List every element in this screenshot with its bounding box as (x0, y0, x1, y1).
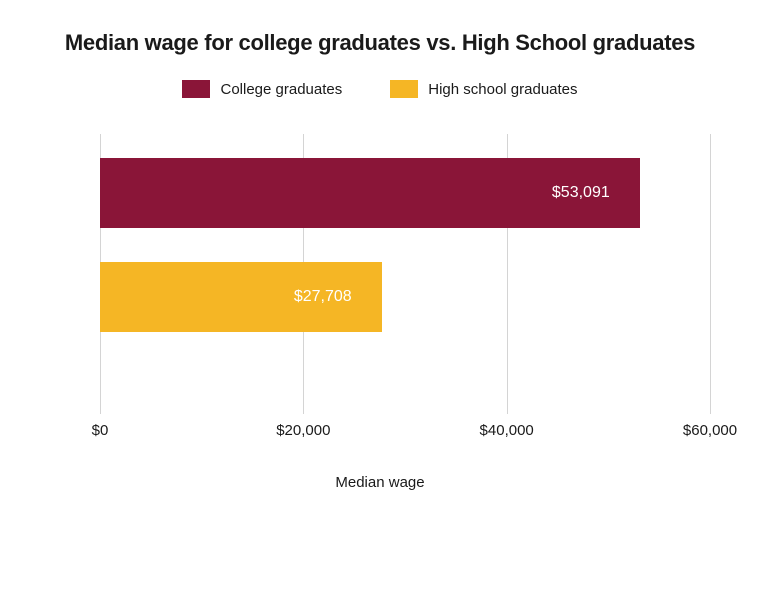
x-tick: $20,000 (276, 422, 330, 439)
bar-college-graduates: $53,091 (100, 158, 640, 228)
legend-label-college: College graduates (220, 81, 342, 98)
x-tick: $0 (92, 422, 109, 439)
x-tick: $60,000 (683, 422, 737, 439)
chart-container: Median wage for college graduates vs. Hi… (50, 30, 710, 491)
legend-swatch-highschool (390, 80, 418, 98)
x-axis-title: Median wage (50, 474, 710, 491)
chart-title: Median wage for college graduates vs. Hi… (50, 30, 710, 56)
legend-label-highschool: High school graduates (428, 81, 577, 98)
legend: College graduates High school graduates (50, 80, 710, 98)
legend-swatch-college (182, 80, 210, 98)
gridline (710, 134, 711, 414)
x-axis: $0$20,000$40,000$60,000 (100, 422, 710, 446)
plot-area: $53,091 $27,708 (100, 134, 710, 414)
bar-high-school-graduates: $27,708 (100, 262, 382, 332)
bar-value-label: $53,091 (552, 184, 610, 202)
x-tick: $40,000 (480, 422, 534, 439)
legend-item-highschool: High school graduates (390, 80, 577, 98)
legend-item-college: College graduates (182, 80, 342, 98)
bar-value-label: $27,708 (294, 288, 352, 306)
